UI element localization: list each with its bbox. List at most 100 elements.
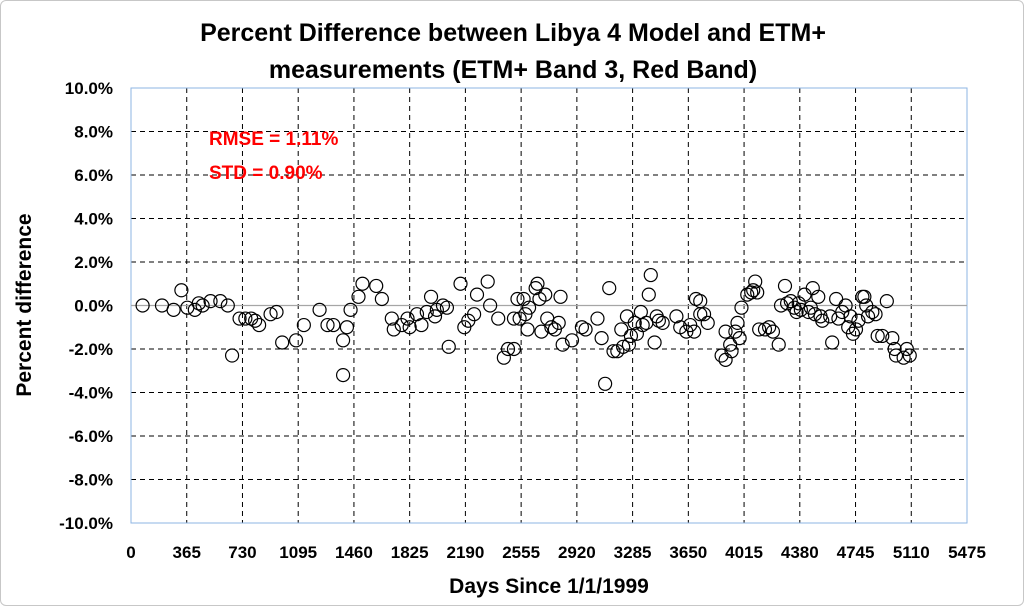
chart-title-line-1: Percent Difference between Libya 4 Model…	[200, 19, 826, 47]
data-point	[238, 311, 253, 326]
data-point	[734, 300, 749, 315]
data-point	[765, 324, 781, 339]
data-point	[773, 298, 789, 313]
data-point	[870, 328, 885, 344]
data-point	[627, 315, 642, 330]
data-point	[714, 348, 729, 363]
data-point	[386, 322, 401, 337]
data-point	[835, 304, 850, 320]
y-tick-label: 4.0%	[74, 210, 113, 229]
data-point	[857, 289, 872, 304]
data-point	[538, 287, 553, 302]
data-point	[647, 335, 662, 350]
data-point	[224, 348, 240, 363]
data-point	[825, 335, 840, 350]
data-point	[899, 341, 914, 357]
y-tick-label: -4.0%	[69, 384, 113, 403]
y-tick-label: 10.0%	[65, 79, 113, 98]
data-point	[551, 315, 566, 330]
data-point	[762, 320, 777, 335]
x-tick-label: 5475	[948, 543, 986, 562]
data-point	[213, 294, 228, 309]
data-point	[693, 307, 708, 322]
data-point	[641, 287, 656, 302]
data-point	[845, 326, 861, 341]
data-point	[351, 289, 366, 304]
data-point	[326, 317, 341, 333]
data-point	[829, 291, 844, 307]
data-point	[875, 328, 890, 344]
data-point	[518, 307, 533, 322]
data-point	[544, 320, 559, 335]
x-tick-label: 0	[126, 543, 135, 562]
data-point	[555, 337, 570, 352]
data-point	[578, 322, 593, 337]
chart-title-line-2: measurements (ETM+ Band 3, Red Band)	[269, 56, 757, 84]
data-point	[312, 302, 327, 317]
y-tick-label: -10.0%	[59, 514, 113, 533]
data-point	[174, 283, 189, 298]
data-point	[510, 291, 525, 307]
data-point	[902, 348, 917, 363]
data-point	[594, 331, 609, 346]
data-point	[815, 313, 830, 328]
data-point	[590, 311, 605, 326]
std-annotation: STD = 0.90%	[209, 163, 323, 184]
y-tick-label: -8.0%	[69, 471, 113, 490]
data-point	[843, 309, 858, 324]
data-point	[748, 274, 763, 289]
data-point	[860, 309, 876, 324]
y-tick-label: -6.0%	[69, 427, 113, 446]
y-axis-title: Percent difference	[13, 213, 36, 396]
data-point	[414, 317, 429, 333]
data-point	[506, 341, 522, 357]
data-point	[574, 320, 590, 335]
data-point	[532, 291, 547, 307]
data-point	[496, 350, 511, 365]
data-point	[865, 304, 880, 320]
x-tick-label: 4015	[725, 543, 763, 562]
x-axis-title: Days Since 1/1/1999	[449, 575, 649, 598]
data-point	[191, 296, 206, 311]
data-point	[823, 309, 838, 324]
data-point	[868, 307, 883, 322]
data-point	[288, 333, 304, 348]
data-points	[135, 267, 917, 391]
data-point	[885, 331, 900, 346]
data-point	[483, 298, 498, 313]
data-point	[469, 287, 485, 302]
data-point	[500, 341, 516, 357]
data-point	[771, 337, 786, 352]
data-point	[602, 281, 617, 296]
x-tick-labels: 0 365 730 1095 1460 1825 2190 2555 2920 3285 3650 4…	[126, 543, 986, 562]
data-point	[718, 324, 733, 339]
x-tick-label: 1460	[335, 543, 373, 562]
data-point	[220, 298, 235, 313]
data-point	[296, 317, 311, 333]
data-point	[335, 368, 351, 383]
data-point	[355, 276, 370, 291]
data-point	[687, 324, 702, 339]
data-point	[467, 307, 482, 322]
x-tick-label: 730	[228, 543, 256, 562]
data-point	[384, 311, 399, 326]
x-tick-label: 2555	[502, 543, 540, 562]
data-point	[783, 294, 798, 309]
data-point	[732, 331, 747, 346]
data-point	[320, 317, 335, 333]
data-point	[400, 311, 415, 326]
x-tick-label: 2190	[446, 543, 484, 562]
data-point	[723, 337, 738, 352]
data-point	[520, 322, 535, 337]
data-point	[888, 348, 904, 363]
data-point	[419, 304, 434, 320]
data-point	[203, 294, 218, 309]
data-point	[402, 320, 417, 335]
data-point	[750, 285, 765, 300]
data-point	[752, 322, 767, 337]
data-point	[335, 333, 351, 348]
data-point	[491, 311, 506, 326]
data-point	[339, 320, 355, 335]
y-tick-label: -2.0%	[69, 340, 113, 359]
